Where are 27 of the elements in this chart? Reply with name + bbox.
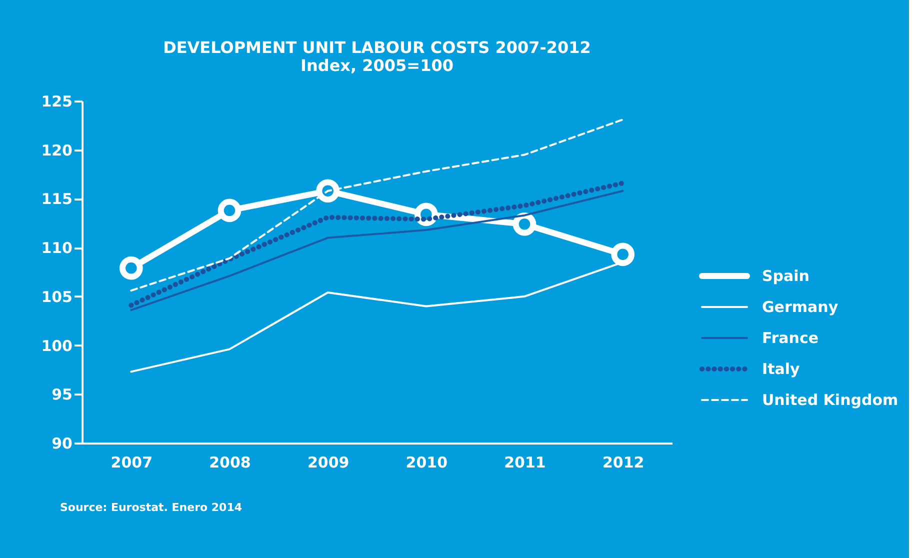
x-tick-label: 2008 [209, 454, 251, 472]
y-tick-label: 105 [41, 288, 72, 306]
legend-label: France [762, 329, 819, 347]
x-tick-label: 2011 [504, 454, 546, 472]
legend-label: Spain [762, 267, 810, 285]
legend-label: United Kingdom [762, 391, 898, 409]
point [512, 212, 536, 236]
y-tick-label: 110 [41, 239, 72, 258]
x-tick-label: 2010 [406, 454, 448, 472]
chart-title: DEVELOPMENT UNIT LABOUR COSTS 2007-2012 [163, 38, 591, 57]
legend-label: Germany [762, 298, 838, 316]
legend-label: Italy [762, 360, 800, 378]
y-tick-label: 100 [41, 336, 72, 355]
y-tick-label: 120 [41, 141, 72, 160]
point [120, 256, 143, 280]
x-tick-label: 2012 [602, 454, 644, 472]
x-tick-label: 2009 [307, 454, 350, 472]
line-series [130, 118, 624, 292]
point [611, 242, 634, 266]
y-tick-label: 125 [41, 92, 72, 110]
y-tick-label: 115 [41, 190, 72, 208]
y-tick-label: 90 [52, 434, 72, 452]
source-note: Source: Eurostat. Enero 2014 [60, 501, 242, 514]
chart-subtitle: Index, 2005=100 [300, 56, 454, 75]
point [218, 198, 242, 222]
y-tick-label: 95 [52, 386, 72, 404]
x-tick-label: 2007 [110, 454, 153, 472]
